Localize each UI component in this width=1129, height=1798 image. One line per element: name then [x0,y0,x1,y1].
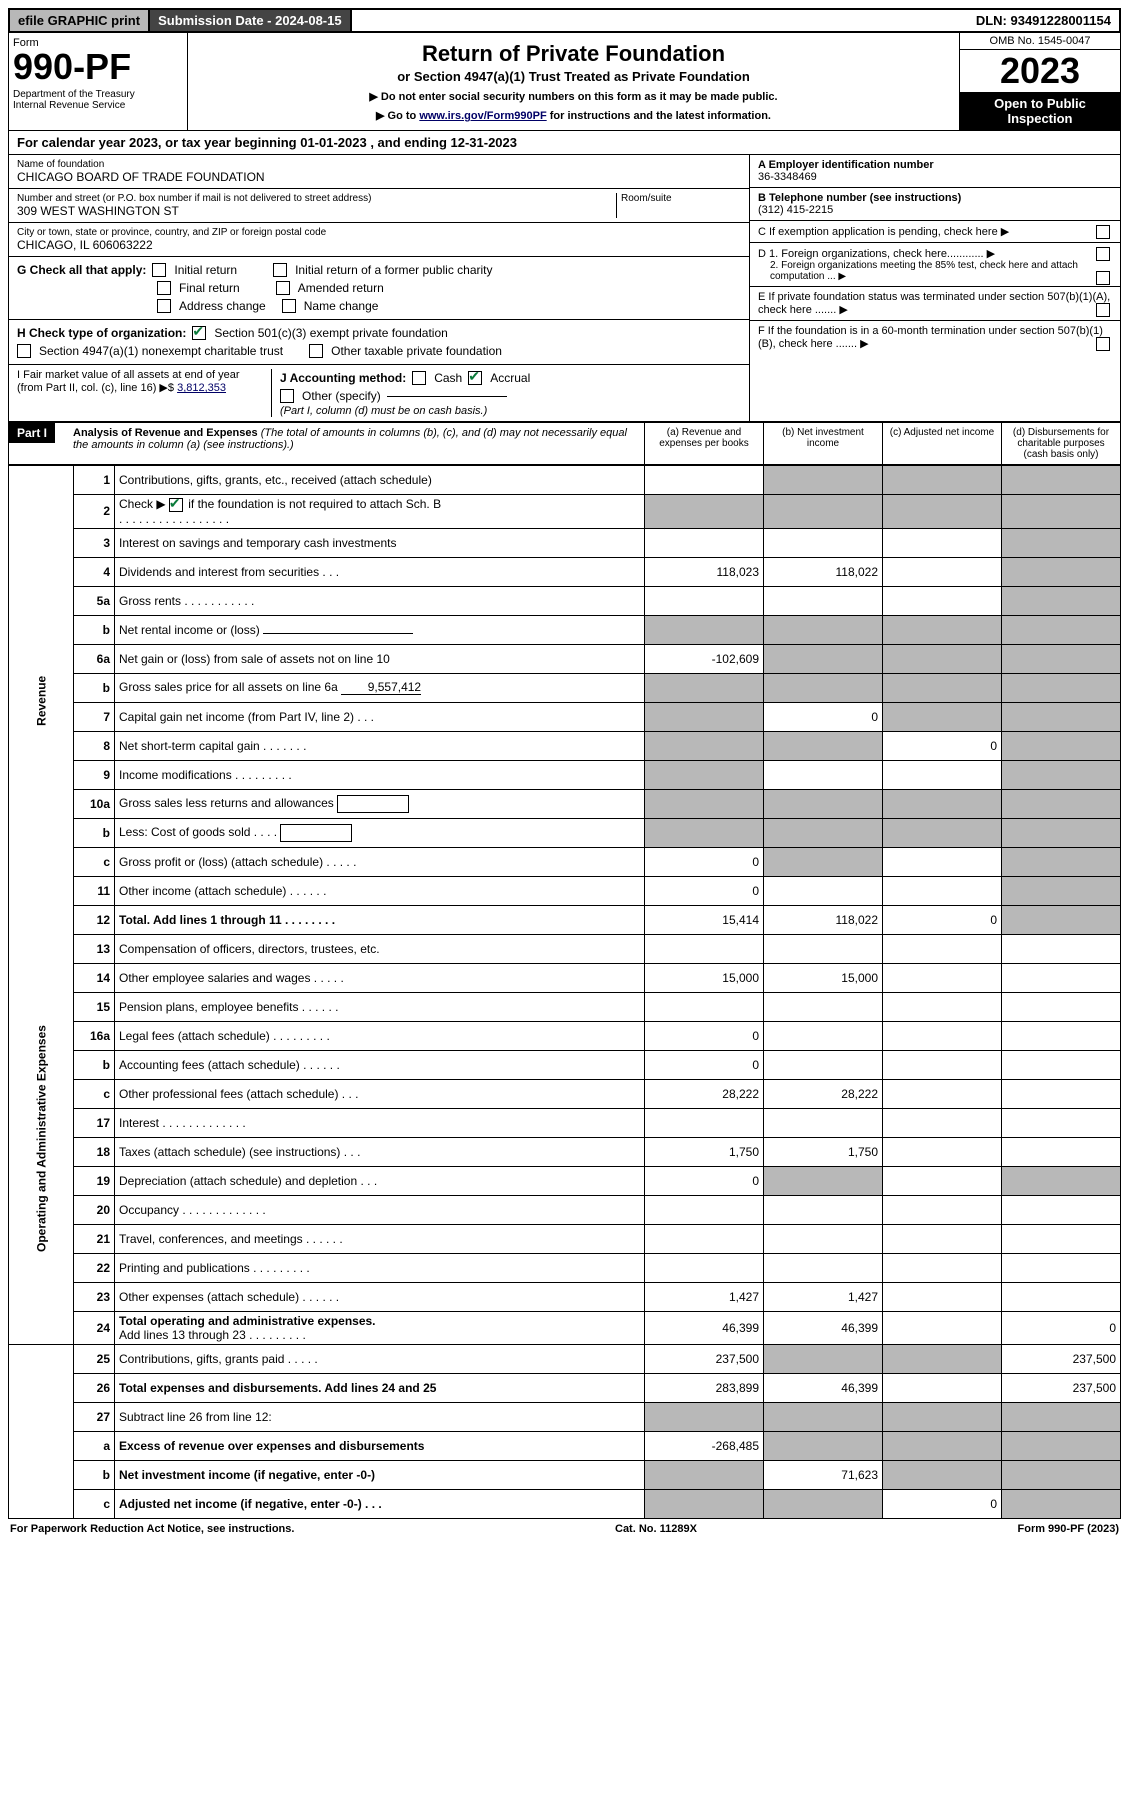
name-label: Name of foundation [17,159,741,170]
c-checkbox[interactable] [1096,225,1110,239]
part1-label: Part I [9,423,55,443]
city: CHICAGO, IL 606063222 [17,238,741,252]
footer-right: Form 990-PF (2023) [1018,1523,1119,1535]
schb-checkbox[interactable] [169,498,183,512]
phone: (312) 415-2215 [758,204,1112,216]
revenue-table: Revenue 1Contributions, gifts, grants, e… [8,465,1121,1519]
d2-label: 2. Foreign organizations meeting the 85%… [770,260,1078,282]
amended-checkbox[interactable] [276,281,290,295]
f-checkbox[interactable] [1096,337,1110,351]
city-label: City or town, state or province, country… [17,227,741,238]
footer-left: For Paperwork Reduction Act Notice, see … [10,1523,294,1535]
cash-checkbox[interactable] [412,371,426,385]
other-method-checkbox[interactable] [280,389,294,403]
expenses-side: Operating and Administrative Expenses [9,934,74,1344]
e-label: E If private foundation status was termi… [758,291,1110,316]
initial-public-checkbox[interactable] [273,263,287,277]
form-number: 990-PF [13,49,183,85]
c-label: C If exemption application is pending, c… [758,226,998,238]
dept-label: Department of the Treasury Internal Reve… [13,89,183,111]
accrual-checkbox[interactable] [468,371,482,385]
address-change-checkbox[interactable] [157,299,171,313]
dln: DLN: 93491228001154 [968,10,1119,31]
open-inspection: Open to Public Inspection [960,92,1120,130]
d1-checkbox[interactable] [1096,247,1110,261]
part1-title: Analysis of Revenue and Expenses [73,427,258,439]
501c3-checkbox[interactable] [192,326,206,340]
g-label: G Check all that apply: [17,263,146,277]
addr-label: Number and street (or P.O. box number if… [17,193,616,204]
e-checkbox[interactable] [1096,303,1110,317]
name-change-checkbox[interactable] [282,299,296,313]
d2-checkbox[interactable] [1096,271,1110,285]
form-link[interactable]: www.irs.gov/Form990PF [419,110,546,122]
calendar-year: For calendar year 2023, or tax year begi… [8,131,1121,155]
col-b-header: (b) Net investment income [763,423,882,464]
footer-mid: Cat. No. 11289X [615,1523,697,1535]
efile-label: efile GRAPHIC print [10,10,150,31]
col-d-header: (d) Disbursements for charitable purpose… [1001,423,1120,464]
tax-year: 2023 [960,50,1120,92]
ein: 36-3348469 [758,171,1112,183]
revenue-side: Revenue [9,466,74,935]
note-1: ▶ Do not enter social security numbers o… [194,90,953,103]
room-label: Room/suite [621,193,741,204]
omb-number: OMB No. 1545-0047 [960,33,1120,50]
phone-label: B Telephone number (see instructions) [758,192,961,204]
submission-date: Submission Date - 2024-08-15 [150,10,352,31]
form-title: Return of Private Foundation [194,41,953,67]
4947-checkbox[interactable] [17,344,31,358]
fmv-value[interactable]: 3,812,353 [177,382,226,394]
d1-label: D 1. Foreign organizations, check here..… [758,248,984,260]
col-a-header: (a) Revenue and expenses per books [644,423,763,464]
note-2: ▶ Go to www.irs.gov/Form990PF for instru… [194,109,953,122]
form-subtitle: or Section 4947(a)(1) Trust Treated as P… [194,69,953,84]
ein-label: A Employer identification number [758,159,934,171]
address: 309 WEST WASHINGTON ST [17,204,616,218]
j-note: (Part I, column (d) must be on cash basi… [280,405,741,417]
f-label: F If the foundation is in a 60-month ter… [758,325,1103,350]
other-taxable-checkbox[interactable] [309,344,323,358]
h-label: H Check type of organization: [17,326,186,340]
foundation-name: CHICAGO BOARD OF TRADE FOUNDATION [17,170,741,184]
initial-return-checkbox[interactable] [152,263,166,277]
col-c-header: (c) Adjusted net income [882,423,1001,464]
final-return-checkbox[interactable] [157,281,171,295]
